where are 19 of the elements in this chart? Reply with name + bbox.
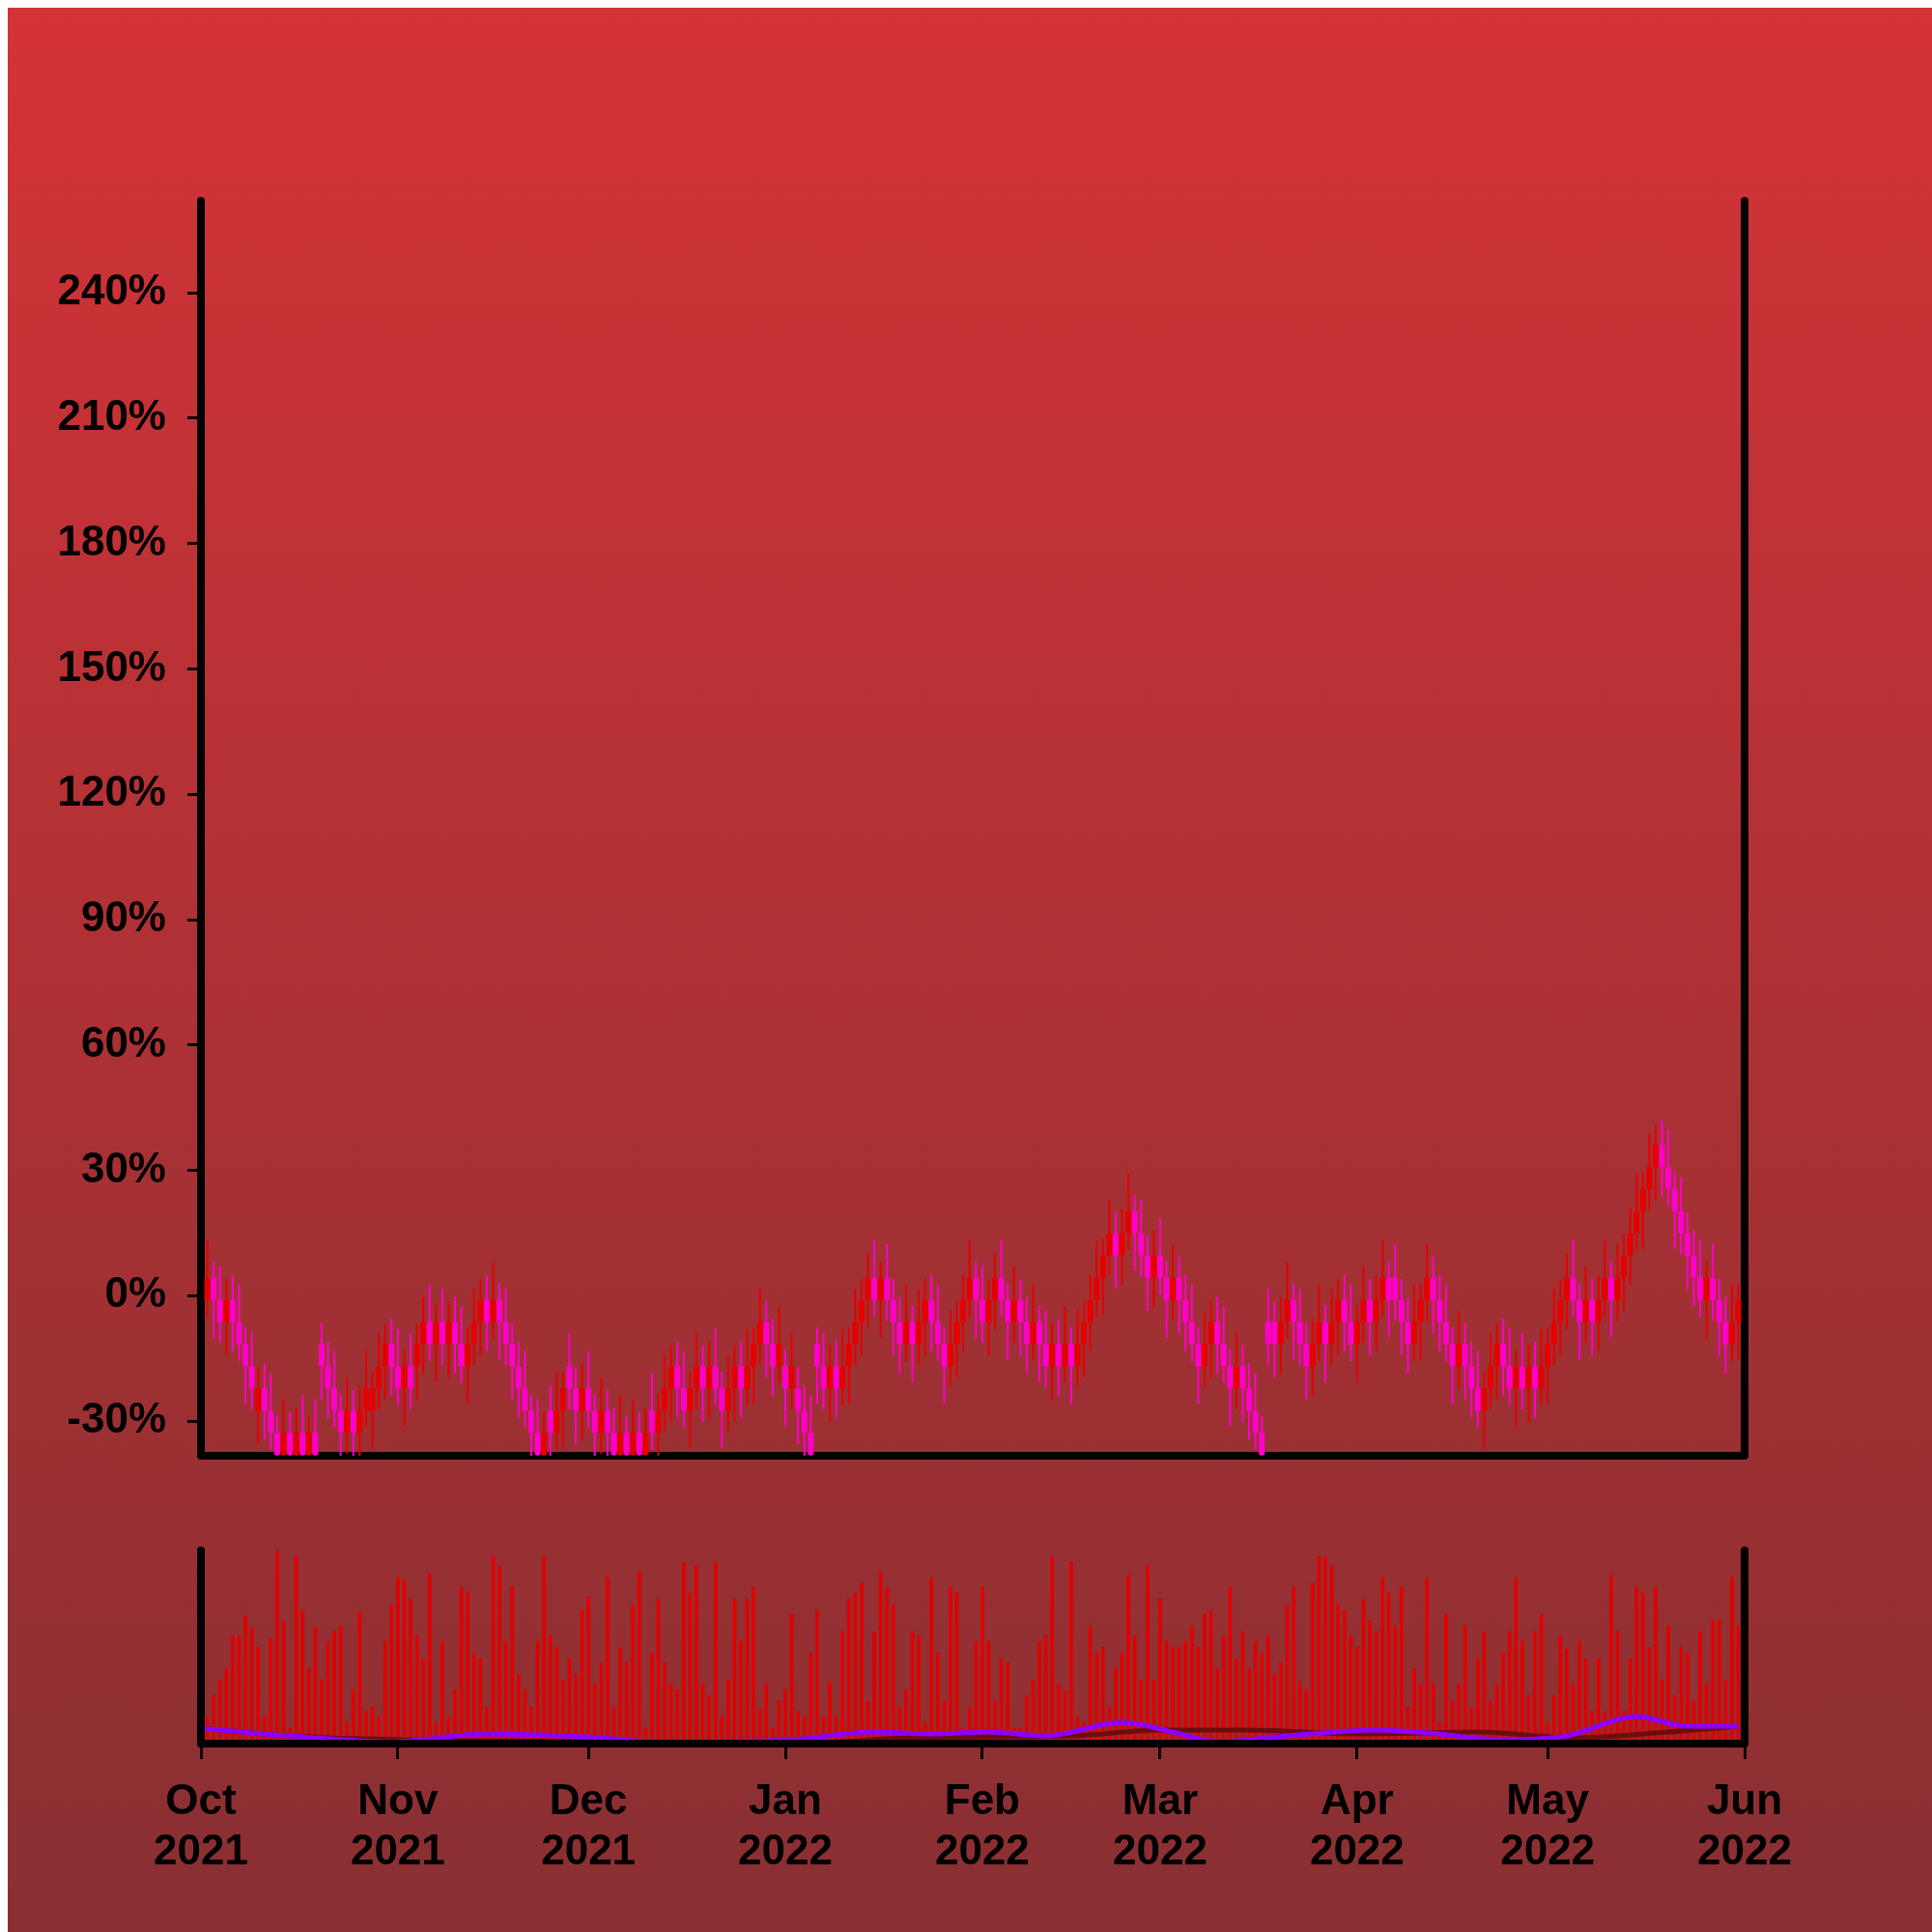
y-tick-label: 210%	[57, 391, 166, 440]
x-tick-label: Jan 2022	[738, 1775, 833, 1874]
y-tick-label: 0%	[104, 1268, 166, 1317]
y-tick-label: 180%	[57, 516, 166, 564]
y-tick-label: 30%	[80, 1143, 166, 1191]
y-tick-label: 240%	[57, 266, 166, 314]
y-tick-label: 60%	[80, 1017, 166, 1065]
x-tick-label: Jun 2022	[1697, 1775, 1792, 1874]
x-tick-label: May 2022	[1500, 1775, 1596, 1874]
x-tick-label: Dec 2021	[541, 1775, 637, 1874]
y-tick-label: 150%	[57, 641, 166, 690]
y-tick-label: 90%	[80, 893, 166, 941]
x-tick-label: Apr 2022	[1309, 1775, 1405, 1874]
x-tick-label: Nov 2021	[350, 1775, 445, 1874]
x-tick-label: Mar 2022	[1113, 1775, 1208, 1874]
x-tick-label: Feb 2022	[934, 1775, 1030, 1874]
x-tick-label: Oct 2021	[154, 1775, 248, 1874]
y-tick-label: 120%	[57, 767, 166, 815]
y-tick-label: -30%	[67, 1394, 166, 1442]
